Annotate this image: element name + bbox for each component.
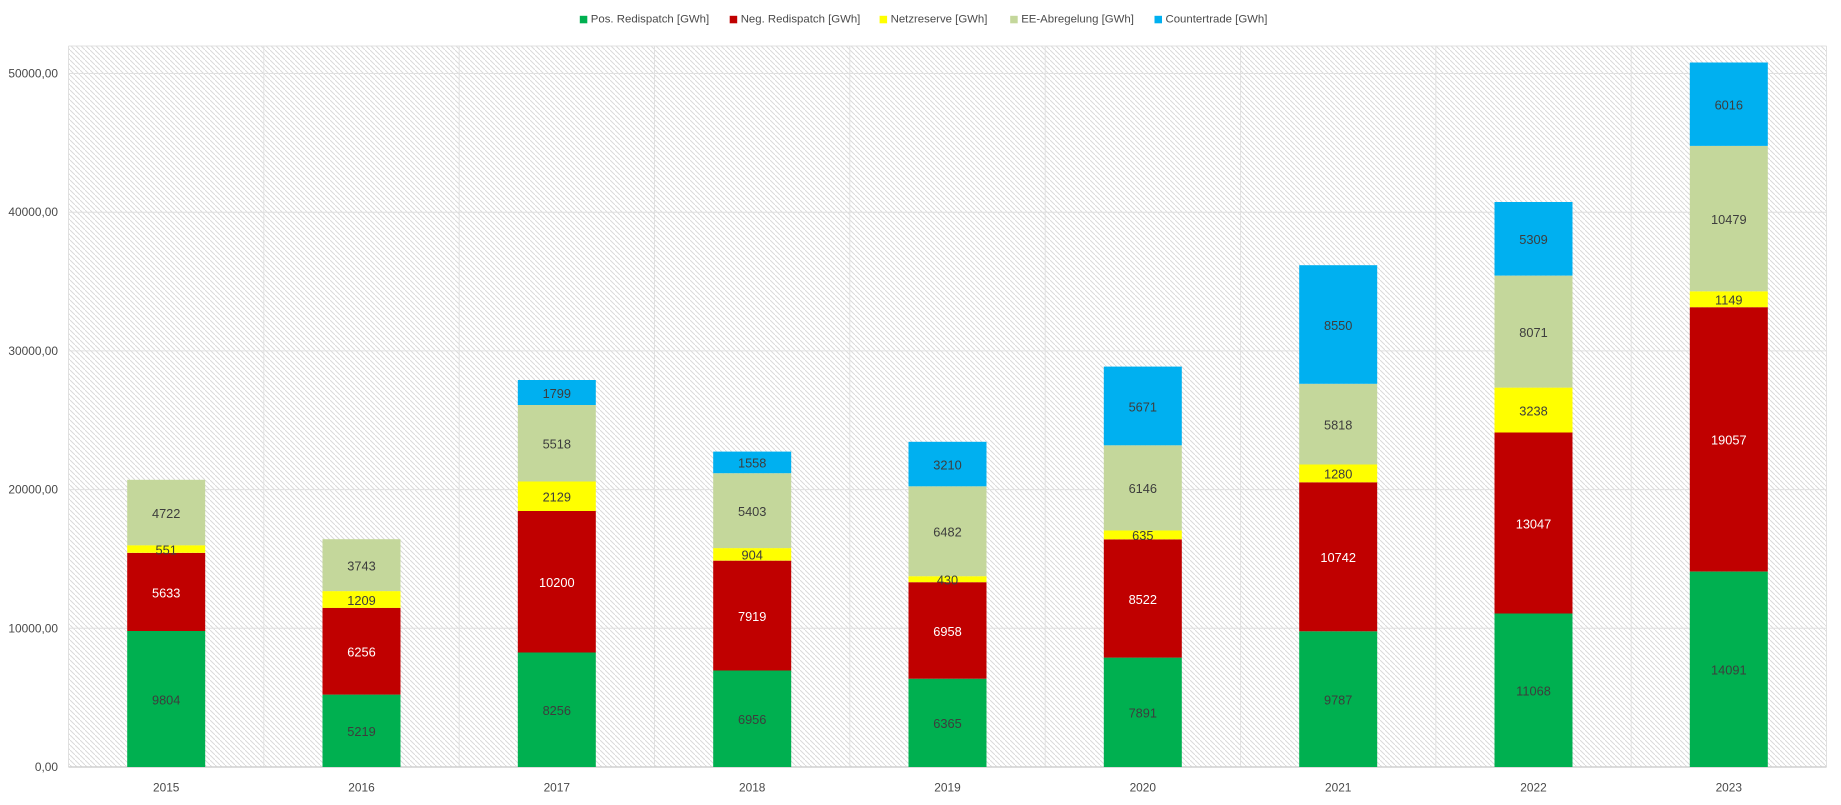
svg-text:904: 904 (742, 548, 763, 563)
svg-text:13047: 13047 (1516, 516, 1552, 531)
svg-text:Countertrade [GWh]: Countertrade [GWh] (1166, 14, 1268, 26)
svg-text:9804: 9804 (152, 692, 180, 707)
svg-text:EE-Abregelung [GWh]: EE-Abregelung [GWh] (1021, 14, 1134, 26)
svg-text:2020: 2020 (1130, 781, 1157, 795)
svg-text:40000,00: 40000,00 (8, 205, 58, 219)
svg-text:7919: 7919 (738, 609, 766, 624)
svg-text:430: 430 (937, 573, 958, 588)
svg-text:1799: 1799 (543, 386, 571, 401)
svg-text:6958: 6958 (933, 624, 961, 639)
svg-text:2022: 2022 (1520, 781, 1547, 795)
svg-text:10479: 10479 (1711, 212, 1747, 227)
svg-text:Pos. Redispatch [GWh]: Pos. Redispatch [GWh] (591, 14, 709, 26)
svg-text:5818: 5818 (1324, 418, 1352, 433)
svg-text:2019: 2019 (934, 781, 961, 795)
svg-text:19057: 19057 (1711, 433, 1747, 448)
svg-text:2021: 2021 (1325, 781, 1352, 795)
svg-text:6016: 6016 (1715, 98, 1743, 113)
svg-text:9787: 9787 (1324, 692, 1352, 707)
svg-text:3238: 3238 (1519, 403, 1547, 418)
svg-text:2023: 2023 (1716, 781, 1743, 795)
svg-text:3743: 3743 (347, 558, 375, 573)
svg-text:5518: 5518 (543, 437, 571, 452)
svg-text:1280: 1280 (1324, 467, 1352, 482)
svg-text:5671: 5671 (1129, 399, 1157, 414)
svg-text:2016: 2016 (348, 781, 375, 795)
svg-text:10200: 10200 (539, 575, 575, 590)
svg-text:5403: 5403 (738, 504, 766, 519)
svg-text:10742: 10742 (1320, 550, 1356, 565)
svg-text:4722: 4722 (152, 506, 180, 521)
svg-text:6956: 6956 (738, 712, 766, 727)
svg-text:7891: 7891 (1129, 706, 1157, 721)
svg-text:2129: 2129 (543, 490, 571, 505)
svg-text:6365: 6365 (933, 716, 961, 731)
svg-text:635: 635 (1132, 528, 1153, 543)
svg-text:11068: 11068 (1516, 684, 1551, 699)
svg-text:8071: 8071 (1519, 325, 1547, 340)
svg-text:6482: 6482 (933, 525, 961, 540)
svg-text:0,00: 0,00 (35, 760, 59, 774)
svg-text:20000,00: 20000,00 (8, 483, 58, 497)
svg-text:8550: 8550 (1324, 318, 1352, 333)
svg-text:8256: 8256 (543, 703, 571, 718)
svg-text:551: 551 (156, 542, 177, 557)
svg-text:2017: 2017 (544, 781, 571, 795)
svg-text:1558: 1558 (738, 456, 766, 471)
svg-text:5219: 5219 (347, 724, 375, 739)
svg-text:2018: 2018 (739, 781, 766, 795)
svg-text:8522: 8522 (1129, 592, 1157, 607)
svg-text:1149: 1149 (1715, 293, 1743, 308)
svg-text:1209: 1209 (347, 593, 375, 608)
svg-text:14091: 14091 (1711, 663, 1747, 678)
svg-text:6256: 6256 (347, 645, 375, 660)
svg-text:2015: 2015 (153, 781, 180, 795)
svg-text:Netzreserve [GWh]: Netzreserve [GWh] (891, 14, 988, 26)
svg-text:50000,00: 50000,00 (8, 67, 58, 81)
svg-text:Neg. Redispatch [GWh]: Neg. Redispatch [GWh] (741, 14, 861, 26)
svg-text:5633: 5633 (152, 585, 180, 600)
svg-text:30000,00: 30000,00 (8, 344, 58, 358)
svg-text:10000,00: 10000,00 (8, 621, 58, 635)
svg-text:3210: 3210 (933, 457, 961, 472)
svg-text:6146: 6146 (1129, 481, 1157, 496)
svg-text:5309: 5309 (1519, 232, 1547, 247)
